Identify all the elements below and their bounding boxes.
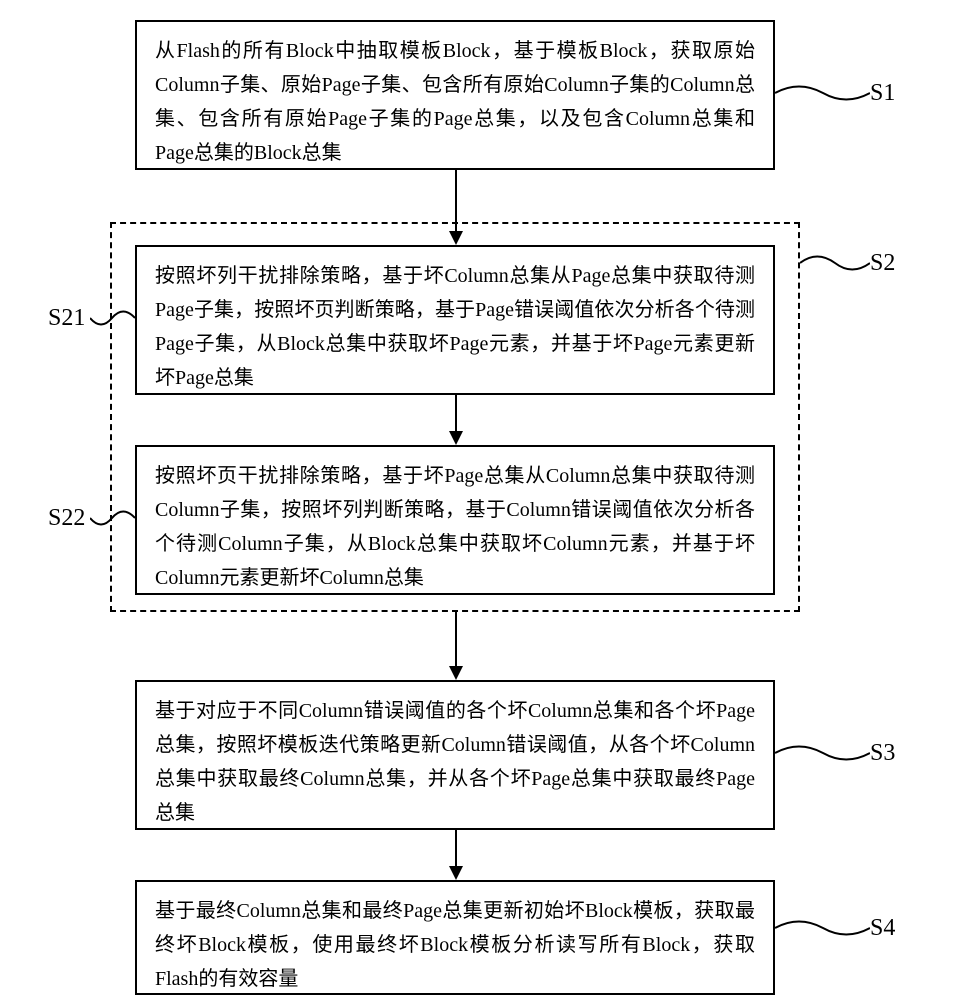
- curve-s2: [800, 252, 870, 274]
- step-s22-box: 按照坏页干扰排除策略，基于坏Page总集从Column总集中获取待测Column…: [135, 445, 775, 595]
- step-s22-text: 按照坏页干扰排除策略，基于坏Page总集从Column总集中获取待测Column…: [155, 465, 755, 589]
- curve-s3: [775, 742, 870, 764]
- label-s3: S3: [870, 740, 895, 767]
- step-s1-box: 从Flash的所有Block中抽取模板Block，基于模板Block，获取原始C…: [135, 20, 775, 170]
- arrow-s2-s3-line: [455, 612, 457, 666]
- step-s1-text: 从Flash的所有Block中抽取模板Block，基于模板Block，获取原始C…: [155, 40, 755, 164]
- arrow-s1-s2-line: [455, 170, 457, 231]
- step-s21-text: 按照坏列干扰排除策略，基于坏Column总集从Page总集中获取待测Page子集…: [155, 265, 755, 389]
- curve-s1: [775, 82, 870, 104]
- label-s1: S1: [870, 80, 895, 107]
- arrow-s3-s4-head: [449, 866, 463, 880]
- arrow-s21-s22-head: [449, 431, 463, 445]
- curve-s22: [90, 507, 135, 529]
- curve-s4: [775, 917, 870, 939]
- arrow-s21-s22-line: [455, 395, 457, 431]
- arrow-s3-s4-line: [455, 830, 457, 866]
- curve-s21: [90, 307, 135, 329]
- step-s4-box: 基于最终Column总集和最终Page总集更新初始坏Block模板，获取最终坏B…: [135, 880, 775, 995]
- label-s22: S22: [48, 505, 85, 532]
- arrow-s1-s2-head: [449, 231, 463, 245]
- step-s4-text: 基于最终Column总集和最终Page总集更新初始坏Block模板，获取最终坏B…: [155, 900, 755, 990]
- arrow-s2-s3-head: [449, 666, 463, 680]
- step-s3-text: 基于对应于不同Column错误阈值的各个坏Column总集和各个坏Page总集，…: [155, 700, 755, 824]
- label-s4: S4: [870, 915, 895, 942]
- step-s21-box: 按照坏列干扰排除策略，基于坏Column总集从Page总集中获取待测Page子集…: [135, 245, 775, 395]
- label-s21: S21: [48, 305, 85, 332]
- label-s2: S2: [870, 250, 895, 277]
- step-s3-box: 基于对应于不同Column错误阈值的各个坏Column总集和各个坏Page总集，…: [135, 680, 775, 830]
